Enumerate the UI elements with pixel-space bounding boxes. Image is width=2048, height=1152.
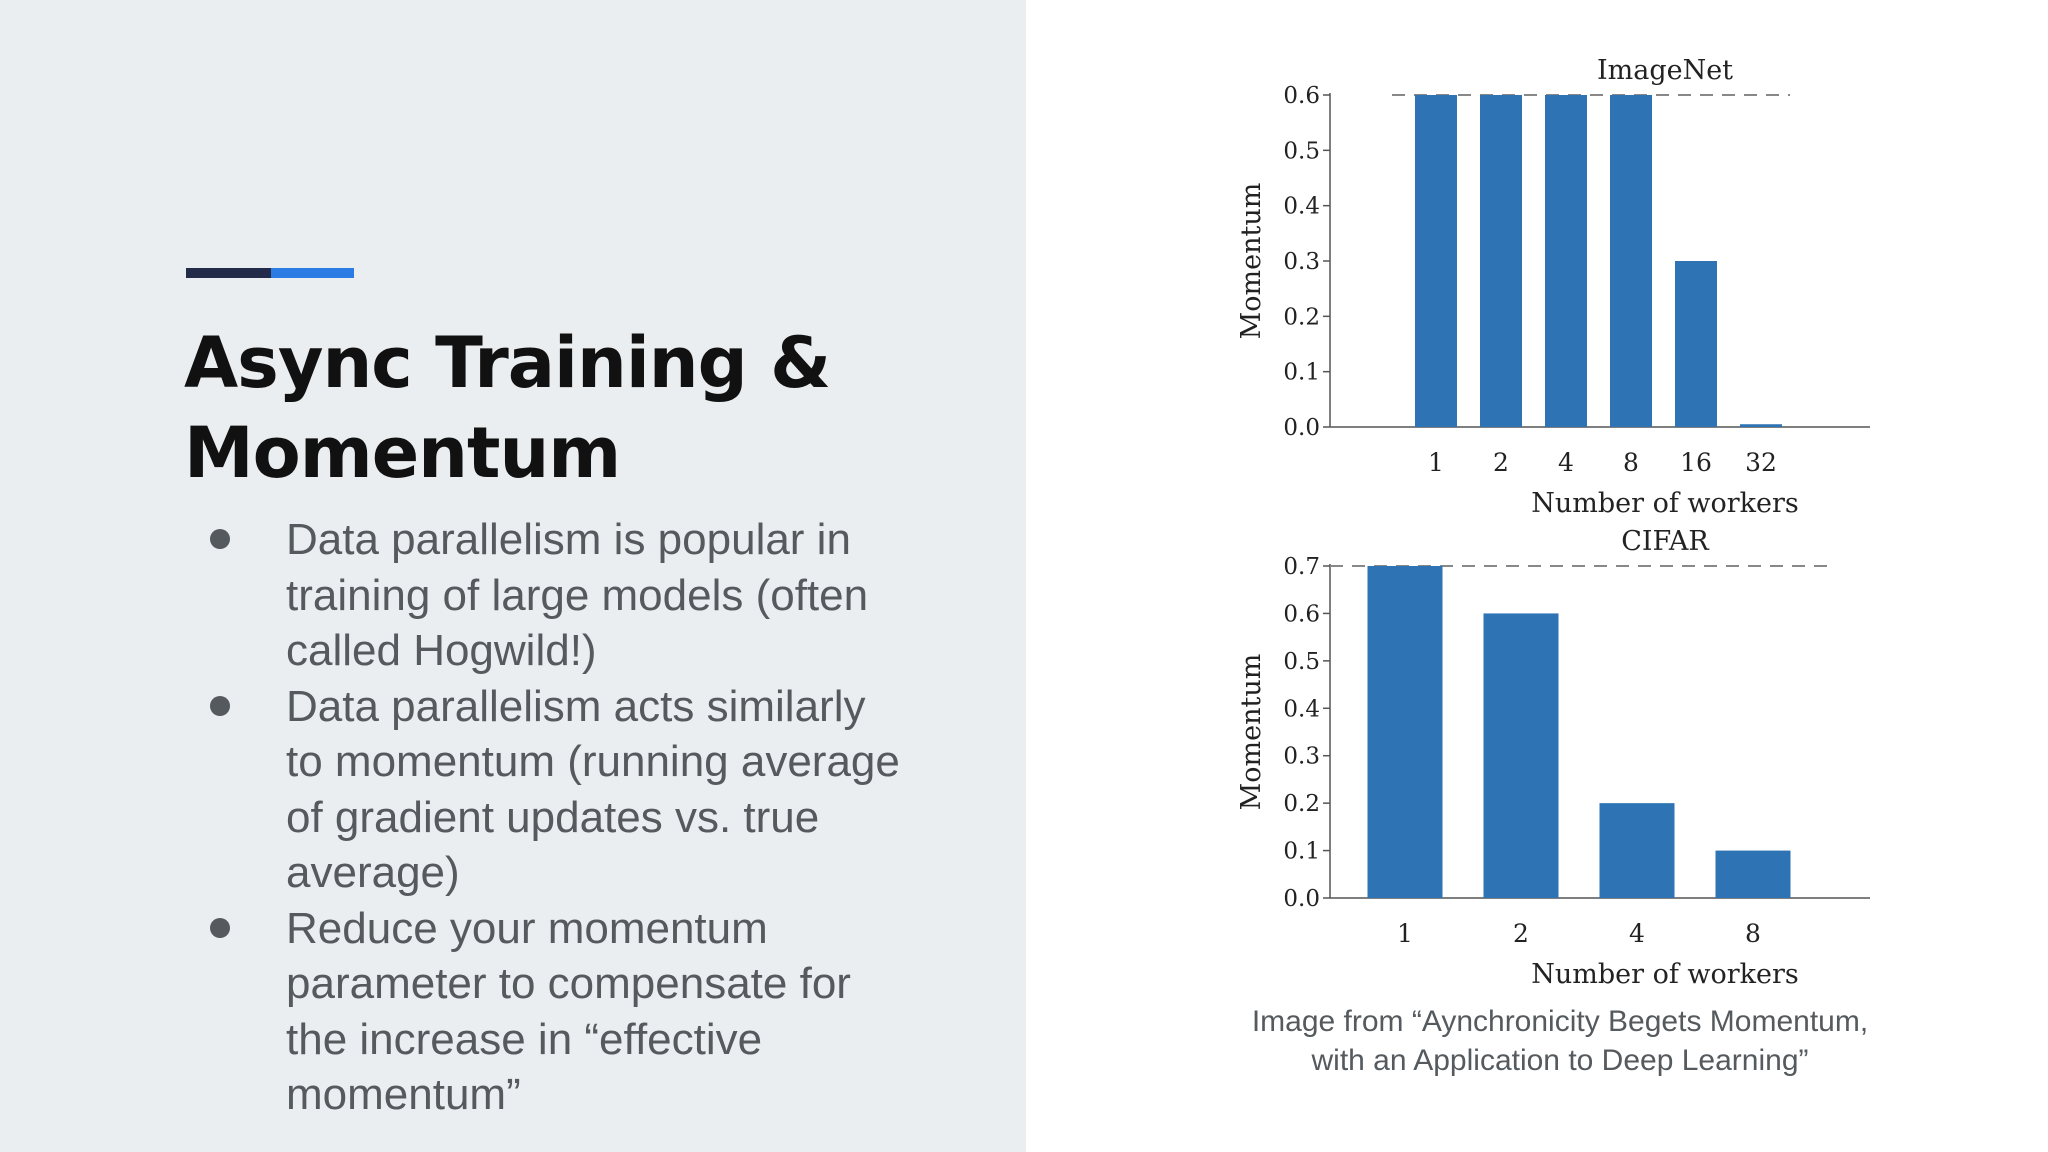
title-accent-bar	[186, 268, 354, 278]
y-tick-label: 0.0	[1283, 415, 1320, 441]
y-axis-label: Momentum	[1236, 183, 1267, 340]
y-tick-label: 0.6	[1283, 601, 1320, 627]
y-tick-label: 0.3	[1283, 249, 1320, 275]
x-tick-label: 8	[1745, 919, 1761, 948]
left-panel: Async Training & Momentum Data paralleli…	[0, 0, 1026, 1152]
slide-title: Async Training & Momentum	[184, 322, 831, 494]
x-axis-label: Number of workers	[1531, 488, 1799, 519]
chart-title-imagenet: ImageNet	[1597, 55, 1733, 86]
bullet-list: Data parallelism is popular in training …	[210, 512, 910, 1123]
y-tick-label: 0.4	[1283, 696, 1320, 722]
y-tick-label: 0.1	[1283, 360, 1320, 386]
bar-32	[1740, 424, 1782, 427]
bar-8	[1715, 850, 1791, 898]
y-tick-label: 0.4	[1283, 194, 1320, 220]
bullet-item: Data parallelism is popular in training …	[210, 512, 910, 679]
bar-2	[1483, 613, 1559, 898]
bullet-dot-icon	[210, 529, 230, 549]
y-tick-label: 0.5	[1283, 138, 1320, 164]
x-tick-label: 2	[1493, 448, 1509, 477]
x-axis-label: Number of workers	[1531, 959, 1799, 990]
y-tick-label: 0.5	[1283, 649, 1320, 675]
y-tick-label: 0.0	[1283, 886, 1320, 912]
bullet-dot-icon	[210, 917, 230, 938]
y-tick-label: 0.3	[1283, 744, 1320, 770]
x-tick-label: 4	[1629, 919, 1645, 948]
y-tick-label: 0.2	[1283, 304, 1320, 330]
bar-4	[1545, 95, 1587, 427]
x-tick-label: 1	[1397, 919, 1413, 948]
y-tick-label: 0.6	[1283, 83, 1320, 109]
bullet-text: Data parallelism is popular in training …	[286, 515, 869, 675]
x-tick-label: 16	[1680, 448, 1712, 477]
x-tick-label: 1	[1428, 448, 1444, 477]
bullet-text: Data parallelism acts similarly to momen…	[286, 681, 900, 898]
accent-bar-blue-segment	[271, 268, 354, 278]
y-tick-label: 0.2	[1283, 791, 1320, 817]
chart-title-cifar: CIFAR	[1621, 526, 1709, 557]
bar-16	[1675, 261, 1717, 427]
x-tick-label: 32	[1745, 448, 1777, 477]
bullet-item: Data parallelism acts similarly to momen…	[210, 679, 910, 901]
bar-1	[1367, 566, 1443, 898]
bar-8	[1610, 95, 1652, 427]
bullet-dot-icon	[210, 695, 230, 716]
bar-2	[1480, 95, 1522, 427]
x-tick-label: 8	[1623, 448, 1639, 477]
y-tick-label: 0.1	[1283, 839, 1320, 865]
bullet-item: Reduce your momentum parameter to compen…	[210, 901, 910, 1123]
y-axis-label: Momentum	[1236, 654, 1267, 811]
x-tick-label: 4	[1558, 448, 1574, 477]
bar-1	[1415, 95, 1457, 427]
accent-bar-dark-segment	[186, 268, 271, 278]
bullet-text: Reduce your momentum parameter to compen…	[286, 903, 851, 1120]
bar-4	[1599, 803, 1675, 898]
figure-caption: Image from “Aynchronicity Begets Momentu…	[1251, 1005, 1869, 1077]
y-tick-label: 0.7	[1283, 554, 1320, 580]
x-tick-label: 2	[1513, 919, 1529, 948]
